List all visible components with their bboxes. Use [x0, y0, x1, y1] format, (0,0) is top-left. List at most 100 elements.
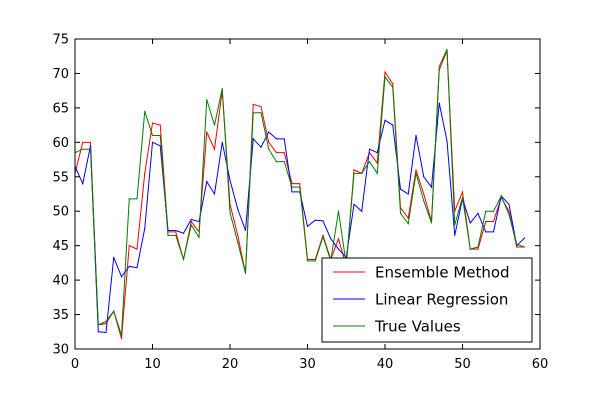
y-tick-label: 30 [52, 343, 69, 358]
data-point [175, 234, 177, 236]
data-point [213, 124, 216, 126]
data-point [368, 161, 371, 163]
y-tick-label: 50 [52, 205, 69, 220]
data-point [477, 248, 479, 250]
x-tick-label: 50 [454, 357, 471, 372]
y-tick-label: 55 [52, 170, 69, 185]
data-point [136, 248, 138, 250]
data-point [523, 237, 526, 239]
series-points-true-values [74, 48, 526, 336]
data-point [213, 193, 216, 195]
data-point [492, 231, 495, 233]
data-point [399, 212, 402, 214]
data-point [399, 188, 402, 190]
data-point [268, 131, 270, 133]
data-point [485, 231, 487, 233]
data-point [430, 222, 433, 224]
data-point [206, 181, 208, 183]
data-point [299, 183, 301, 185]
data-point [190, 220, 192, 223]
data-point [314, 260, 316, 262]
data-point [206, 131, 208, 133]
x-tick-label: 40 [377, 357, 394, 372]
data-point [182, 258, 185, 261]
y-tick-label: 35 [52, 308, 69, 323]
data-point [113, 256, 115, 258]
data-point [299, 186, 301, 188]
data-point [252, 138, 254, 140]
data-point [438, 65, 440, 68]
data-point [368, 148, 371, 150]
data-point [260, 105, 262, 108]
data-point [275, 152, 278, 154]
data-point [206, 99, 208, 101]
y-tick-label: 70 [52, 67, 69, 82]
data-point [136, 267, 138, 269]
data-point [120, 338, 123, 340]
data-point [353, 172, 355, 174]
data-point [454, 224, 456, 226]
data-point [260, 112, 262, 114]
data-point [221, 88, 223, 90]
data-point [477, 246, 479, 248]
data-point [252, 103, 254, 106]
data-point [392, 83, 394, 85]
data-point [516, 246, 518, 248]
data-point [376, 172, 378, 174]
data-point [175, 231, 177, 233]
data-point [151, 134, 154, 137]
x-tick-label: 60 [532, 357, 549, 372]
data-point [291, 183, 293, 185]
data-point [283, 138, 285, 140]
data-point [306, 260, 309, 262]
data-point [252, 112, 254, 114]
data-point [82, 148, 84, 150]
data-point [105, 320, 107, 323]
data-point [237, 208, 239, 210]
data-point [423, 193, 425, 195]
data-point [244, 272, 247, 274]
data-point [423, 176, 425, 178]
data-point [159, 124, 161, 126]
data-point [384, 119, 386, 121]
data-point [275, 161, 278, 163]
data-point [306, 225, 309, 227]
y-tick-label: 60 [52, 136, 69, 151]
data-point [361, 210, 363, 212]
x-tick-label: 10 [144, 357, 161, 372]
data-point [105, 322, 107, 325]
data-point [198, 220, 200, 223]
data-point [275, 138, 278, 140]
legend-label-linear-regression: Linear Regression [375, 291, 508, 309]
data-point [384, 76, 386, 78]
data-point [244, 229, 247, 232]
data-point [492, 210, 495, 212]
data-point [322, 220, 324, 222]
data-point [268, 141, 270, 143]
data-point [337, 210, 340, 212]
data-point [291, 186, 293, 188]
y-tick-label: 40 [52, 274, 69, 289]
data-point [221, 141, 223, 143]
data-point [151, 141, 154, 143]
data-point [167, 234, 169, 236]
data-point [144, 110, 146, 112]
data-point [322, 236, 324, 238]
data-point [407, 193, 409, 195]
data-point [105, 331, 107, 334]
data-point [283, 152, 285, 154]
data-point [151, 122, 154, 124]
data-point [260, 146, 262, 148]
data-point [82, 183, 84, 185]
data-point [392, 86, 394, 88]
data-point [120, 334, 123, 336]
data-point [89, 148, 92, 150]
data-point [454, 234, 456, 236]
x-tick-label: 30 [299, 357, 316, 372]
data-point [330, 238, 332, 240]
data-point [113, 310, 115, 312]
data-point [97, 324, 99, 326]
data-point [392, 124, 394, 126]
